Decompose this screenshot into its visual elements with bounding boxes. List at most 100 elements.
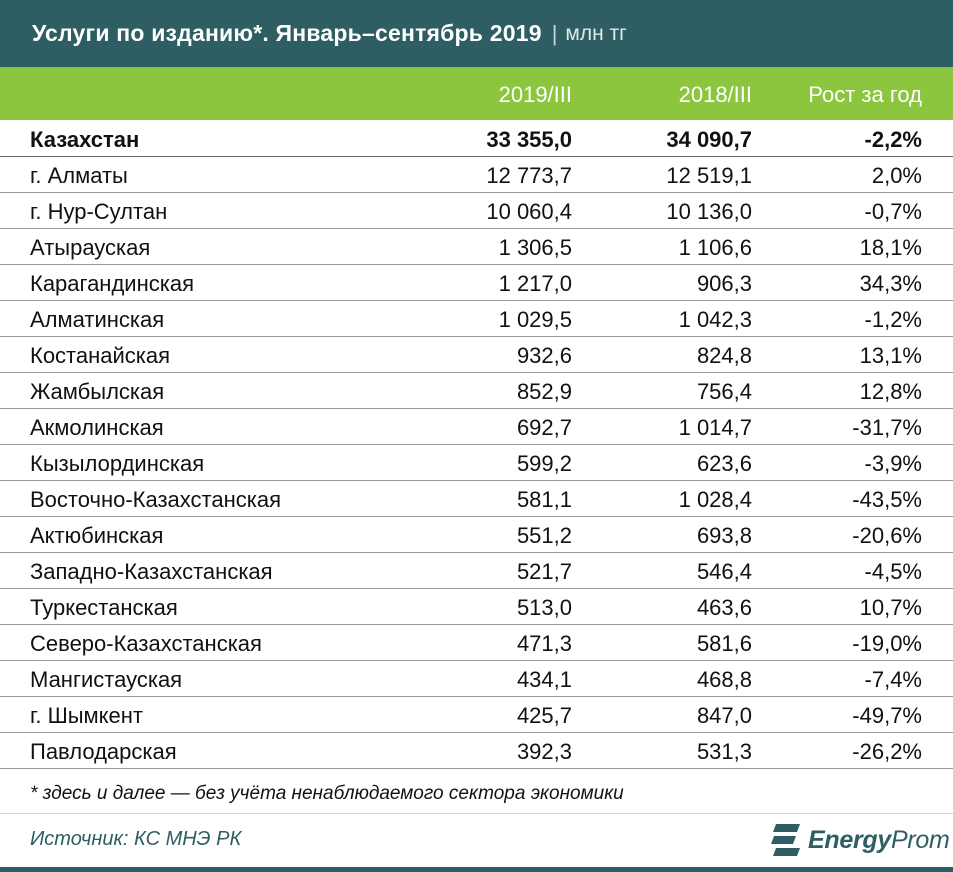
value-2018: 531,3 <box>696 739 752 764</box>
unit-label: млн тг <box>565 21 627 45</box>
table-row: Атырауская 1 306,5 1 106,6 18,1% <box>0 229 953 265</box>
growth-value: -20,6% <box>852 523 922 548</box>
table-title: Услуги по изданию*. Январь–сентябрь 2019 <box>32 20 542 46</box>
column-header-growth: Рост за год <box>808 82 922 107</box>
table-row: Актюбинская 551,2 693,8 -20,6% <box>0 517 953 553</box>
table-row: Западно-Казахстанская 521,7 546,4 -4,5% <box>0 553 953 589</box>
value-2018: 906,3 <box>696 271 752 296</box>
value-2019: 1 306,5 <box>498 235 572 260</box>
bottom-bar <box>0 867 953 872</box>
column-header-row: 2019/III 2018/III Рост за год <box>0 67 953 120</box>
growth-value: 34,3% <box>859 271 922 296</box>
table-row: Жамбылская 852,9 756,4 12,8% <box>0 373 953 409</box>
region-name: Акмолинская <box>30 415 164 440</box>
value-2019: 513,0 <box>516 595 572 620</box>
logo-text-energy: Energy <box>808 825 891 854</box>
growth-value: 12,8% <box>859 379 922 404</box>
value-2018: 756,4 <box>696 379 752 404</box>
table-row: Алматинская 1 029,5 1 042,3 -1,2% <box>0 301 953 337</box>
value-2018: 1 106,6 <box>678 235 752 260</box>
title-separator: | <box>551 20 558 46</box>
table-body: Казахстан 33 355,0 34 090,7 -2,2% г. Алматы 1… <box>0 121 953 769</box>
logo-text-prom: Prom <box>890 825 950 854</box>
value-2019: 932,6 <box>516 343 572 368</box>
value-2018: 468,8 <box>696 667 752 692</box>
value-2019: 852,9 <box>516 379 572 404</box>
region-name: Казахстан <box>30 127 140 152</box>
region-name: Карагандинская <box>30 271 194 296</box>
logo-text: EnergyProm <box>808 826 950 855</box>
table-row: г. Шымкент 425,7 847,0 -49,7% <box>0 697 953 733</box>
title-bar: Услуги по изданию*. Январь–сентябрь 2019… <box>0 0 953 67</box>
value-2018: 693,8 <box>696 523 752 548</box>
table-row: Восточно-Казахстанская 581,1 1 028,4 -43,5% <box>0 481 953 517</box>
value-2018: 463,6 <box>696 595 752 620</box>
region-name: Северо-Казахстанская <box>30 631 262 656</box>
region-name: Актюбинская <box>30 523 164 548</box>
region-name: Туркестанская <box>30 595 178 620</box>
growth-value: -49,7% <box>852 703 922 728</box>
region-name: г. Нур-Султан <box>30 199 168 224</box>
value-2018: 34 090,7 <box>666 127 752 152</box>
value-2019: 551,2 <box>516 523 572 548</box>
value-2019: 1 217,0 <box>498 271 572 296</box>
value-2019: 10 060,4 <box>486 199 572 224</box>
growth-value: -31,7% <box>852 415 922 440</box>
table-row: Мангистауская 434,1 468,8 -7,4% <box>0 661 953 697</box>
value-2018: 10 136,0 <box>666 199 752 224</box>
region-name: Атырауская <box>30 235 151 260</box>
value-2018: 1 014,7 <box>678 415 752 440</box>
region-name: г. Шымкент <box>30 703 143 728</box>
growth-value: 13,1% <box>859 343 922 368</box>
table-row: г. Нур-Султан 10 060,4 10 136,0 -0,7% <box>0 193 953 229</box>
table-row: Костанайская 932,6 824,8 13,1% <box>0 337 953 373</box>
growth-value: -7,4% <box>864 667 922 692</box>
growth-value: -2,2% <box>864 127 922 152</box>
source-note: Источник: КС МНЭ РК <box>30 828 242 850</box>
value-2019: 692,7 <box>516 415 572 440</box>
value-2019: 392,3 <box>516 739 572 764</box>
value-2018: 824,8 <box>696 343 752 368</box>
column-header-2019: 2019/III <box>498 82 572 107</box>
value-2018: 1 042,3 <box>678 307 752 332</box>
table-row: Акмолинская 692,7 1 014,7 -31,7% <box>0 409 953 445</box>
region-name: Павлодарская <box>30 739 177 764</box>
table-row: г. Алматы 12 773,7 12 519,1 2,0% <box>0 157 953 193</box>
value-2018: 546,4 <box>696 559 752 584</box>
value-2019: 425,7 <box>516 703 572 728</box>
column-header-2018: 2018/III <box>678 82 752 107</box>
region-name: г. Алматы <box>30 163 128 188</box>
region-name: Костанайская <box>30 343 171 368</box>
growth-value: -3,9% <box>864 451 922 476</box>
footnote: * здесь и далее — без учёта ненаблюдаемо… <box>30 783 624 804</box>
value-2019: 1 029,5 <box>498 307 572 332</box>
table-row: Туркестанская 513,0 463,6 10,7% <box>0 589 953 625</box>
table-row: Северо-Казахстанская 471,3 581,6 -19,0% <box>0 625 953 661</box>
value-2019: 521,7 <box>516 559 572 584</box>
value-2018: 623,6 <box>696 451 752 476</box>
growth-value: -4,5% <box>864 559 922 584</box>
growth-value: -43,5% <box>852 487 922 512</box>
region-name: Кызылординская <box>30 451 205 476</box>
energyprom-logo: EnergyProm <box>770 818 950 862</box>
table-row: Павлодарская 392,3 531,3 -26,2% <box>0 733 953 769</box>
growth-value: 2,0% <box>871 163 922 188</box>
value-2018: 12 519,1 <box>666 163 752 188</box>
growth-value: -26,2% <box>852 739 922 764</box>
value-2019: 33 355,0 <box>486 127 572 152</box>
value-2019: 599,2 <box>516 451 572 476</box>
growth-value: 10,7% <box>859 595 922 620</box>
value-2019: 581,1 <box>516 487 572 512</box>
value-2019: 434,1 <box>516 667 572 692</box>
region-name: Мангистауская <box>30 667 183 692</box>
growth-value: 18,1% <box>859 235 922 260</box>
value-2018: 1 028,4 <box>678 487 752 512</box>
region-name: Западно-Казахстанская <box>30 559 273 584</box>
value-2018: 847,0 <box>696 703 752 728</box>
growth-value: -0,7% <box>864 199 922 224</box>
value-2019: 471,3 <box>516 631 572 656</box>
table-row-total: Казахстан 33 355,0 34 090,7 -2,2% <box>0 121 953 157</box>
value-2019: 12 773,7 <box>486 163 572 188</box>
region-name: Восточно-Казахстанская <box>30 487 282 512</box>
